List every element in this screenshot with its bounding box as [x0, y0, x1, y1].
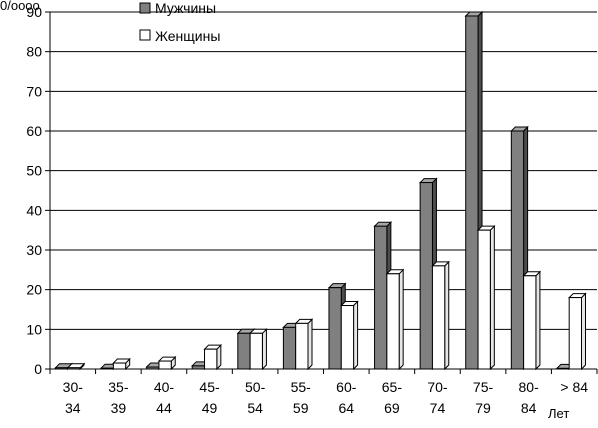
x-tick-label: 84	[521, 400, 537, 416]
x-tick-label: 30-	[63, 379, 84, 395]
x-tick-label: 79	[475, 400, 491, 416]
y-tick-label: 40	[26, 202, 42, 218]
bars	[54, 10, 587, 371]
bar-side-face	[261, 328, 267, 371]
x-tick-label: 55-	[291, 379, 312, 395]
bar-side-face	[489, 224, 495, 371]
bar-front-face	[328, 287, 342, 370]
bar-women	[522, 270, 542, 371]
bar-front-face	[556, 367, 570, 370]
y-tick-label: 0	[34, 361, 42, 377]
bar-women	[112, 357, 131, 371]
bar-women	[567, 292, 587, 371]
x-tick-label: 64	[339, 400, 355, 416]
y-tick-label: 30	[26, 242, 42, 258]
y-unit-label: 0/оооо	[0, 0, 40, 13]
bar-women	[66, 362, 86, 371]
y-tick-label: 80	[26, 44, 42, 60]
y-tick-label: 20	[26, 282, 42, 298]
x-tick-label: 69	[384, 400, 400, 416]
x-tick-label: 60-	[336, 379, 357, 395]
bar-front-face	[568, 297, 583, 370]
x-tick-label: 45-	[199, 379, 220, 395]
y-tick-label: 50	[26, 163, 42, 179]
bar-front-face	[340, 305, 355, 370]
bar-women	[385, 268, 405, 371]
bar-front-face	[158, 360, 172, 370]
bar-women	[476, 224, 496, 371]
bar-front-face	[146, 366, 160, 370]
bar-women	[248, 328, 268, 371]
x-tick-label: 75-	[473, 379, 494, 395]
x-tick-label: 39	[111, 400, 127, 416]
x-axis-label: Лет	[548, 406, 569, 421]
bar-front-face	[295, 322, 309, 370]
bar-front-face	[431, 265, 446, 370]
bar-front-face	[477, 229, 491, 370]
x-tick-label: > 84	[560, 379, 588, 395]
bar-front-face	[204, 348, 218, 370]
y-tick-labels: 0 10 20 30 40 50 60 70 80 90	[26, 4, 42, 377]
x-tick-label: 65-	[382, 379, 403, 395]
bar-front-face	[191, 365, 206, 370]
bar-women	[431, 260, 450, 371]
bar-front-face	[249, 332, 263, 370]
bar-side-face	[581, 292, 587, 371]
bar-women	[294, 318, 314, 371]
bar-side-face	[444, 260, 450, 371]
bar-front-face	[386, 273, 400, 370]
bar-front-face	[523, 275, 537, 370]
x-tick-label: 70-	[427, 379, 448, 395]
x-tick-label: 74	[430, 400, 446, 416]
bar-front-face	[510, 130, 525, 370]
x-tick-label: 44	[156, 400, 172, 416]
x-tick-label: 35-	[108, 379, 129, 395]
bar-front-face	[100, 367, 114, 370]
bar-women	[157, 355, 177, 371]
x-tick-label: 34	[65, 400, 81, 416]
x-tick-label: 49	[202, 400, 218, 416]
x-tick-label: 54	[247, 400, 263, 416]
bar-side-face	[535, 270, 541, 371]
legend-label-women: Женщины	[155, 28, 220, 44]
bar-women	[203, 343, 223, 371]
bar-side-face	[353, 300, 359, 371]
legend-swatch-women	[139, 29, 151, 41]
y-tick-label: 60	[26, 123, 42, 139]
bar-women	[340, 300, 359, 371]
bar-front-face	[282, 326, 297, 370]
bar-front-face	[419, 182, 433, 370]
gridlines	[50, 11, 597, 330]
x-tick-label: 50-	[245, 379, 266, 395]
legend: Мужчины Женщины	[139, 0, 220, 44]
bar-front-face	[374, 225, 388, 370]
y-tick-label: 70	[26, 83, 42, 99]
y-tick-label: 10	[26, 321, 42, 337]
bar-front-face	[67, 367, 81, 370]
legend-swatch-men	[139, 2, 151, 14]
bar-front-face	[54, 367, 69, 370]
x-tick-label: 40-	[154, 379, 175, 395]
legend-label-men: Мужчины	[155, 0, 216, 16]
bar-front-face	[237, 332, 251, 370]
x-tick-labels: 30- 34 35- 39 40- 44 45- 49 50- 54 55- 59 60- 64 65- 69…	[63, 379, 589, 416]
axes	[45, 11, 598, 374]
x-tick-label: 80-	[519, 379, 540, 395]
x-tick-label: 59	[293, 400, 309, 416]
bar-front-face	[465, 15, 479, 370]
bar-front-face	[112, 362, 127, 370]
y-tick-label: 90	[26, 4, 42, 20]
bar-side-face	[307, 318, 313, 371]
bar-side-face	[398, 268, 404, 371]
